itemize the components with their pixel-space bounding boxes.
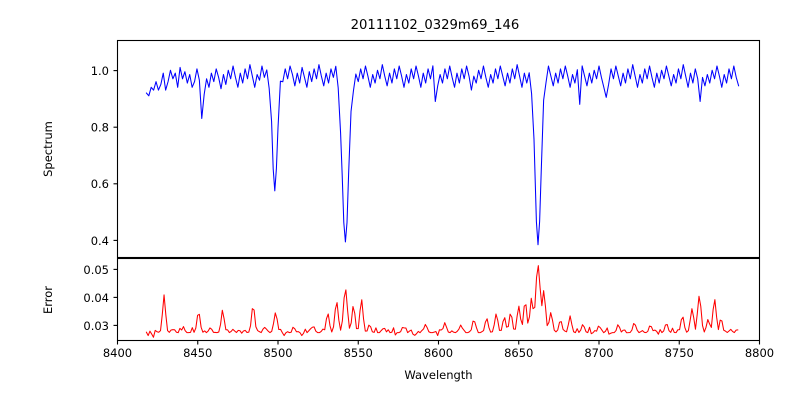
xtick-label-8450: 8450: [183, 346, 212, 360]
error-ytick-label-0.05: 0.05: [83, 263, 109, 277]
xtick-label-8550: 8550: [344, 346, 373, 360]
spectrum-ytick-marks: [113, 70, 118, 241]
error-ytick-label-0.03: 0.03: [83, 319, 109, 333]
xtick-label-8750: 8750: [665, 346, 694, 360]
spectrum-yaxis-label: Spectrum: [41, 121, 55, 177]
error-ytick-label-0.04: 0.04: [83, 291, 109, 305]
spectrum-ytick-label-0.6: 0.6: [91, 177, 109, 191]
xtick-label-8700: 8700: [584, 346, 613, 360]
error-yaxis-label: Error: [41, 286, 55, 314]
xtick-label-8650: 8650: [504, 346, 533, 360]
spectrum-ytick-label-0.4: 0.4: [91, 234, 109, 248]
error-xtick-marks: [116, 340, 761, 345]
spectrum-data-line: [145, 64, 740, 246]
xtick-label-8500: 8500: [263, 346, 292, 360]
error-plot-frame: [116, 257, 761, 342]
spectrum-ytick-label-1.0: 1.0: [91, 64, 109, 78]
error-ytick-marks: [113, 268, 118, 326]
spectrum-axes: 1.0 0.8 0.6 0.4 Spectrum: [41, 39, 761, 259]
xtick-label-8800: 8800: [745, 346, 774, 360]
xaxis-label: Wavelength: [404, 368, 472, 382]
xtick-label-8400: 8400: [103, 346, 132, 360]
error-axes: 0.05 0.04 0.03 Error 8400 8450 8500 855: [41, 257, 774, 382]
spectrum-ytick-label-0.8: 0.8: [91, 121, 109, 135]
xtick-label-8600: 8600: [424, 346, 453, 360]
error-data-line: [145, 265, 739, 338]
figure-title: 20111102_0329m69_146: [351, 18, 520, 33]
spectrum-plot-frame: [116, 39, 761, 259]
